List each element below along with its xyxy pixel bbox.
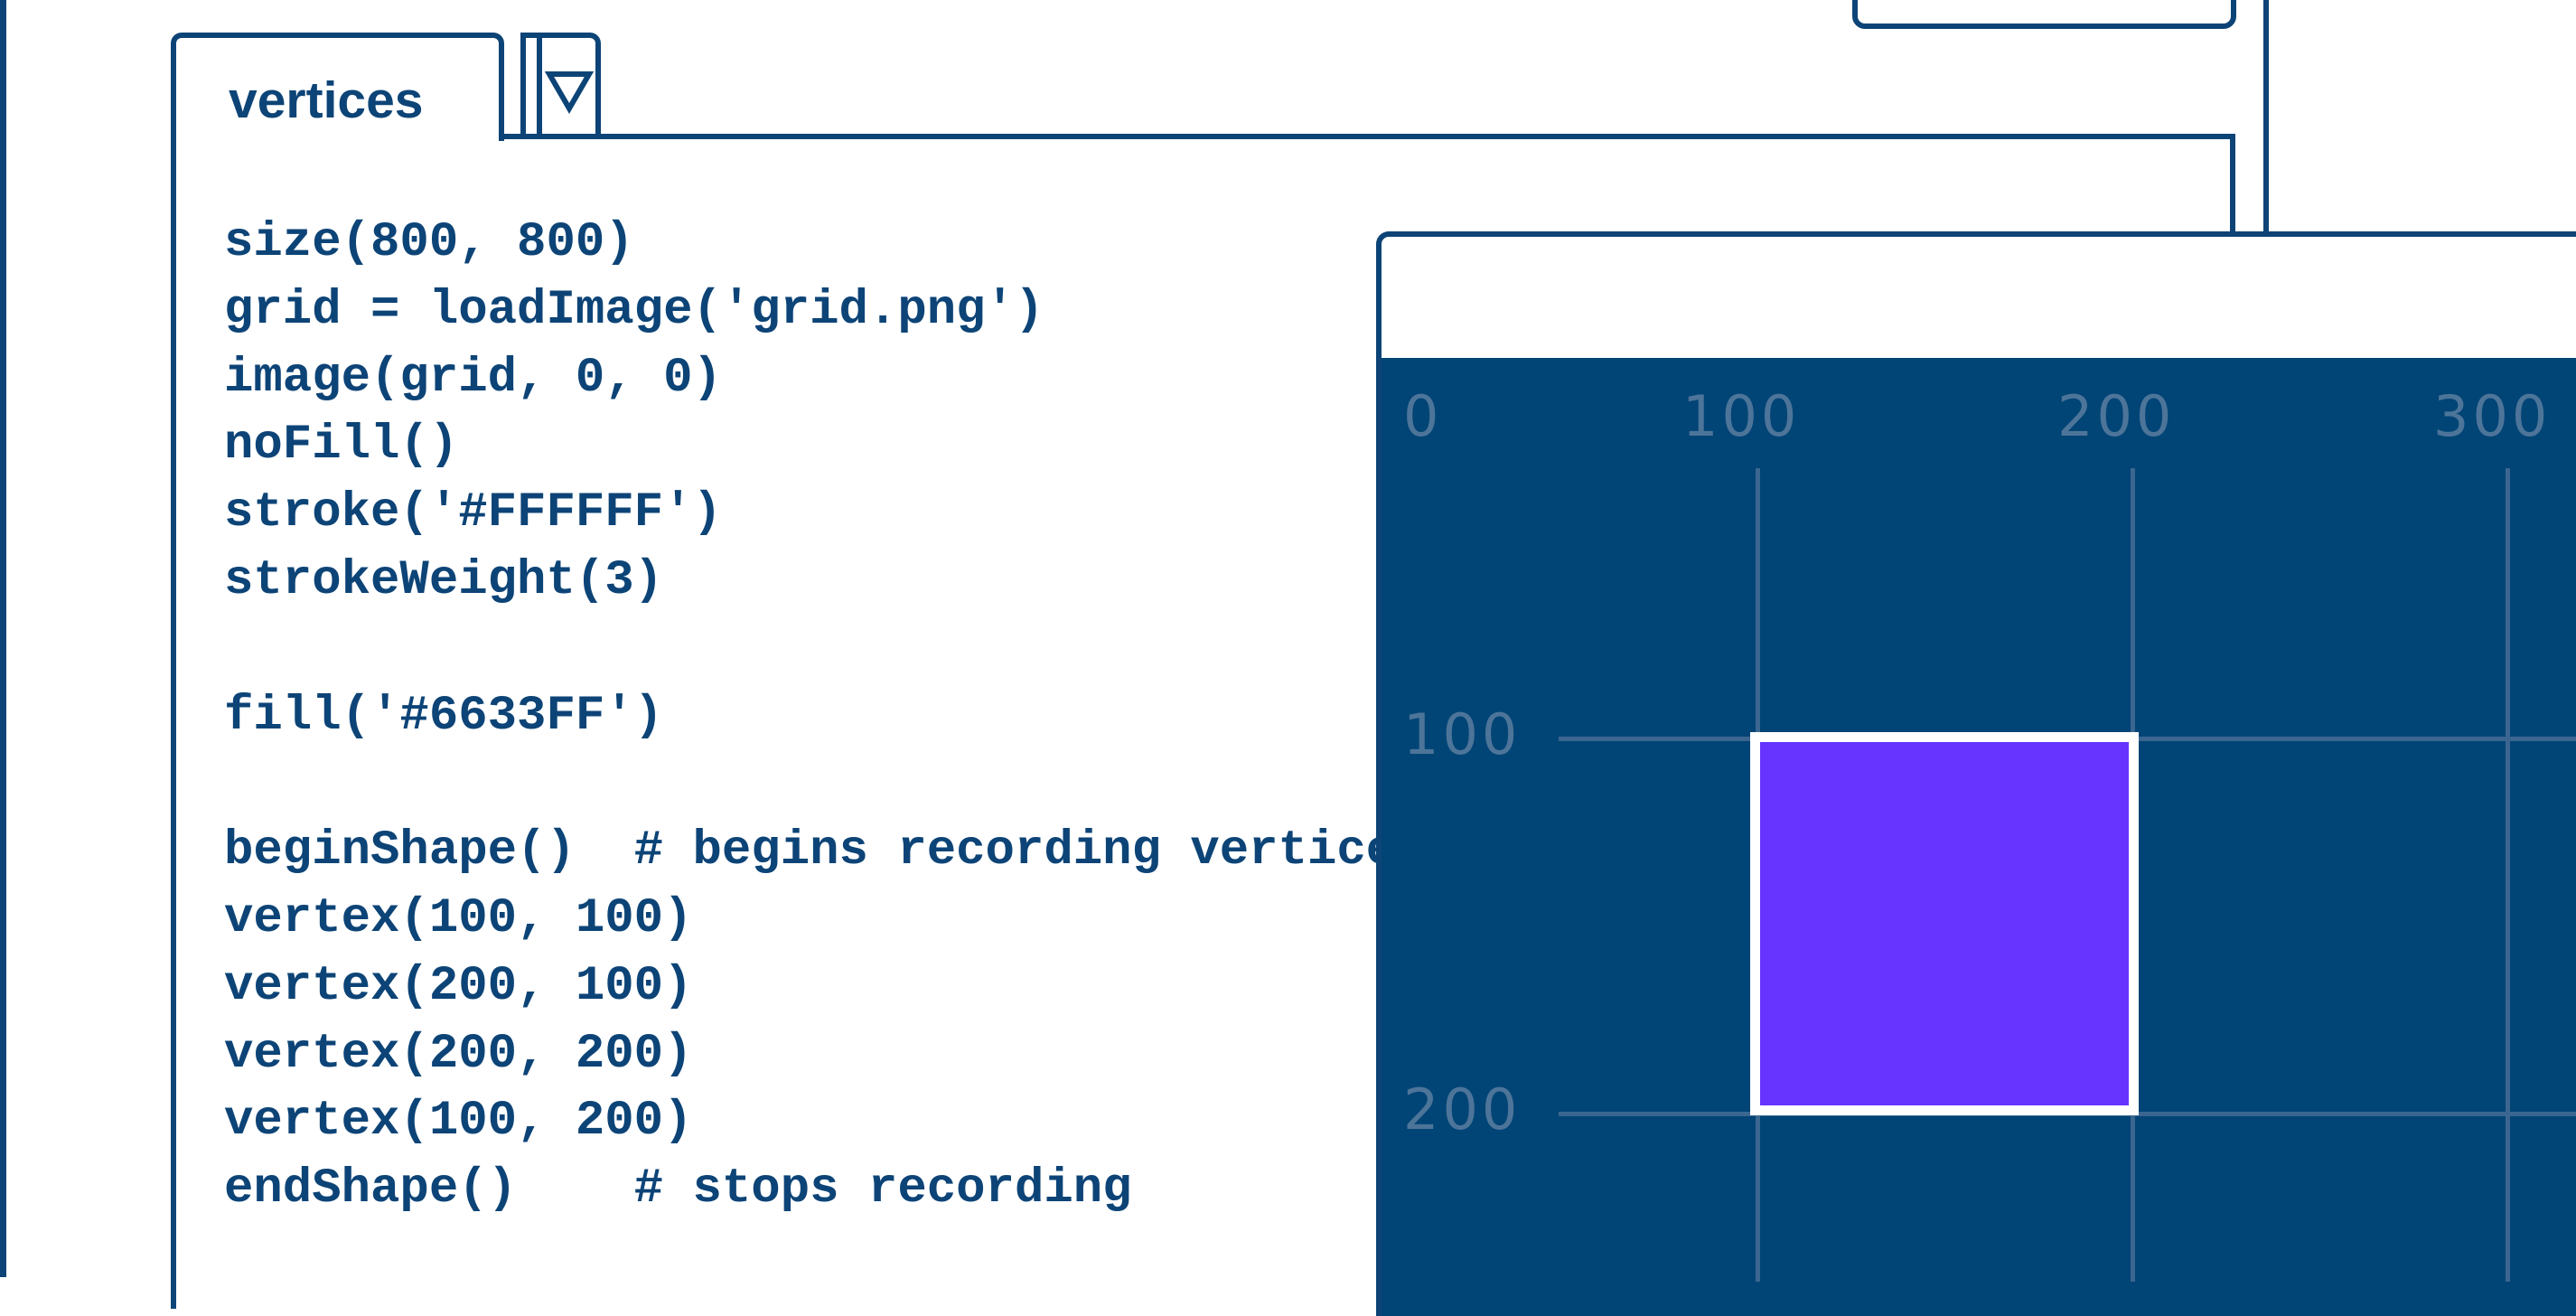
code-line: noFill() bbox=[224, 418, 459, 474]
code-line: strokeWeight(3) bbox=[224, 552, 664, 608]
code-line: grid = loadImage('grid.png') bbox=[224, 282, 1044, 338]
drawn-square-shape bbox=[1750, 732, 2139, 1115]
tab-label: vertices bbox=[229, 71, 424, 129]
code-line: beginShape() # begins recording vertices bbox=[224, 823, 1425, 879]
code-line: endShape() # stops recording bbox=[224, 1161, 1132, 1217]
code-line: image(grid, 0, 0) bbox=[224, 350, 722, 406]
code-editor[interactable]: size(800, 800) grid = loadImage('grid.pn… bbox=[224, 210, 1425, 1224]
code-line: vertex(200, 200) bbox=[224, 1026, 693, 1082]
code-line: vertex(100, 100) bbox=[224, 890, 693, 946]
x-tick-label: 100 bbox=[1682, 383, 1801, 449]
panel-divider bbox=[2263, 0, 2269, 244]
triangle-down-icon bbox=[544, 71, 595, 114]
tab-dropdown-button[interactable] bbox=[520, 33, 601, 134]
grid-line bbox=[2506, 468, 2510, 1282]
code-line: vertex(200, 100) bbox=[224, 958, 693, 1014]
code-line: stroke('#FFFFFF') bbox=[224, 485, 722, 541]
left-window-edge bbox=[0, 0, 6, 1277]
code-line: fill('#6633FF') bbox=[224, 688, 664, 744]
y-tick-label: 100 bbox=[1403, 701, 1522, 767]
x-tick-label: 300 bbox=[2433, 383, 2552, 449]
x-tick-label: 0 bbox=[1403, 383, 1443, 449]
y-tick-label: 200 bbox=[1403, 1076, 1522, 1142]
x-tick-label: 200 bbox=[2057, 383, 2176, 449]
tab-vertices[interactable]: vertices bbox=[171, 33, 504, 141]
top-panel-fragment bbox=[1852, 0, 2236, 29]
code-line bbox=[224, 750, 1425, 818]
code-line bbox=[224, 616, 1425, 683]
code-line: size(800, 800) bbox=[224, 215, 634, 270]
code-line: vertex(100, 200) bbox=[224, 1094, 693, 1150]
